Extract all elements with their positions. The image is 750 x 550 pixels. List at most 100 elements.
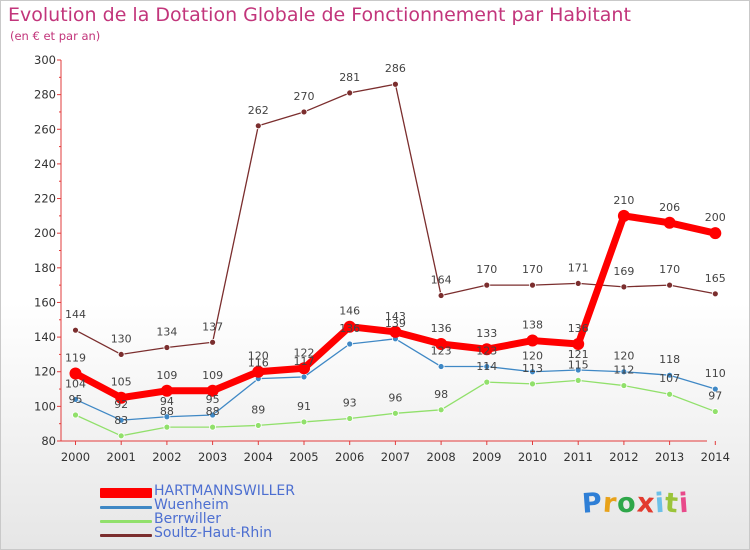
data-point — [526, 334, 539, 347]
data-label: 286 — [385, 62, 406, 75]
data-label: 115 — [568, 358, 589, 371]
data-point — [117, 432, 125, 440]
data-label: 171 — [568, 261, 589, 274]
x-tick-label: 2009 — [472, 450, 501, 464]
data-label: 109 — [202, 369, 223, 382]
data-label: 262 — [248, 104, 269, 117]
data-point — [480, 343, 493, 356]
y-tick-label: 260 — [34, 122, 56, 136]
data-label: 120 — [613, 350, 634, 363]
data-point — [209, 338, 217, 346]
legend-label: Berrwiller — [154, 511, 221, 527]
data-label: 139 — [385, 317, 406, 330]
data-label: 144 — [65, 308, 86, 321]
data-label: 120 — [248, 350, 269, 363]
data-label: 134 — [156, 325, 177, 338]
legend-item: Wuenheim — [100, 497, 360, 514]
x-tick-label: 2004 — [244, 450, 273, 464]
data-label: 114 — [476, 360, 497, 373]
data-point — [72, 326, 79, 334]
data-point — [343, 320, 356, 333]
x-tick-label: 2012 — [609, 450, 638, 464]
data-point — [620, 283, 628, 291]
data-point — [529, 281, 536, 289]
y-tick-label: 80 — [41, 434, 56, 448]
x-tick-label: 2000 — [61, 450, 90, 464]
data-point — [574, 376, 582, 384]
legend-swatch — [100, 519, 152, 523]
x-tick-label: 2008 — [426, 450, 455, 464]
data-label: 110 — [705, 367, 726, 380]
data-point — [254, 422, 262, 429]
data-point — [711, 385, 719, 393]
data-point — [252, 365, 265, 378]
data-label: 121 — [568, 348, 589, 361]
data-label: 117 — [294, 355, 315, 368]
legend-label: Wuenheim — [154, 497, 229, 513]
legend-item: Berrwiller — [100, 511, 360, 528]
data-label: 89 — [251, 403, 265, 416]
x-tick-label: 2007 — [381, 450, 410, 464]
data-point — [666, 281, 673, 289]
data-point — [437, 363, 445, 370]
data-label: 206 — [659, 201, 680, 214]
data-point — [209, 423, 217, 431]
y-tick-label: 120 — [34, 365, 56, 379]
y-tick-label: 160 — [34, 295, 56, 309]
data-label: 137 — [202, 320, 223, 333]
data-label: 136 — [339, 322, 360, 335]
data-point — [617, 209, 630, 222]
data-label: 95 — [69, 393, 83, 406]
data-label: 130 — [111, 332, 132, 345]
data-label: 95 — [206, 393, 220, 406]
data-label: 281 — [339, 71, 360, 84]
data-label: 143 — [385, 310, 406, 323]
data-point — [437, 406, 445, 414]
data-point — [709, 227, 722, 240]
data-label: 170 — [522, 263, 543, 276]
data-label: 136 — [431, 322, 452, 335]
x-tick-label: 2003 — [198, 450, 227, 464]
x-tick-label: 2011 — [564, 450, 593, 464]
data-point — [389, 325, 402, 338]
y-tick-label: 100 — [34, 399, 56, 413]
data-label: 164 — [431, 274, 452, 287]
data-label: 123 — [431, 345, 452, 358]
data-point — [483, 281, 491, 289]
data-point — [435, 338, 448, 351]
data-label: 93 — [343, 396, 357, 409]
data-point — [254, 122, 262, 130]
data-point — [163, 344, 171, 351]
data-point — [666, 390, 673, 398]
data-label: 123 — [476, 345, 497, 358]
y-tick-label: 240 — [34, 157, 56, 171]
x-tick-label: 2002 — [152, 450, 181, 464]
data-label: 91 — [297, 400, 311, 413]
data-label: 170 — [659, 263, 680, 276]
data-point — [391, 409, 399, 417]
legend-label: Soultz-Haut-Rhin — [154, 525, 272, 541]
data-point — [69, 367, 82, 380]
legend-swatch — [100, 505, 152, 509]
data-label: 169 — [613, 265, 634, 278]
data-label: 105 — [111, 376, 132, 389]
y-tick-label: 280 — [34, 88, 56, 102]
data-label: 104 — [65, 377, 86, 390]
legend-item: HARTMANNSWILLER — [100, 483, 360, 500]
legend-label: HARTMANNSWILLER — [154, 483, 295, 499]
data-point — [711, 408, 719, 415]
data-point — [300, 108, 308, 116]
data-label: 200 — [705, 211, 726, 224]
data-label: 116 — [248, 357, 269, 370]
data-label: 94 — [160, 395, 174, 408]
y-tick-label: 300 — [34, 53, 56, 67]
data-label: 98 — [434, 388, 448, 401]
chart-title: Evolution de la Dotation Globale de Fonc… — [8, 4, 631, 26]
chart-subtitle: (en € et par an) — [10, 29, 101, 43]
data-point — [574, 280, 582, 287]
y-tick-label: 200 — [34, 226, 56, 240]
data-point — [346, 340, 354, 348]
data-point — [300, 418, 308, 426]
